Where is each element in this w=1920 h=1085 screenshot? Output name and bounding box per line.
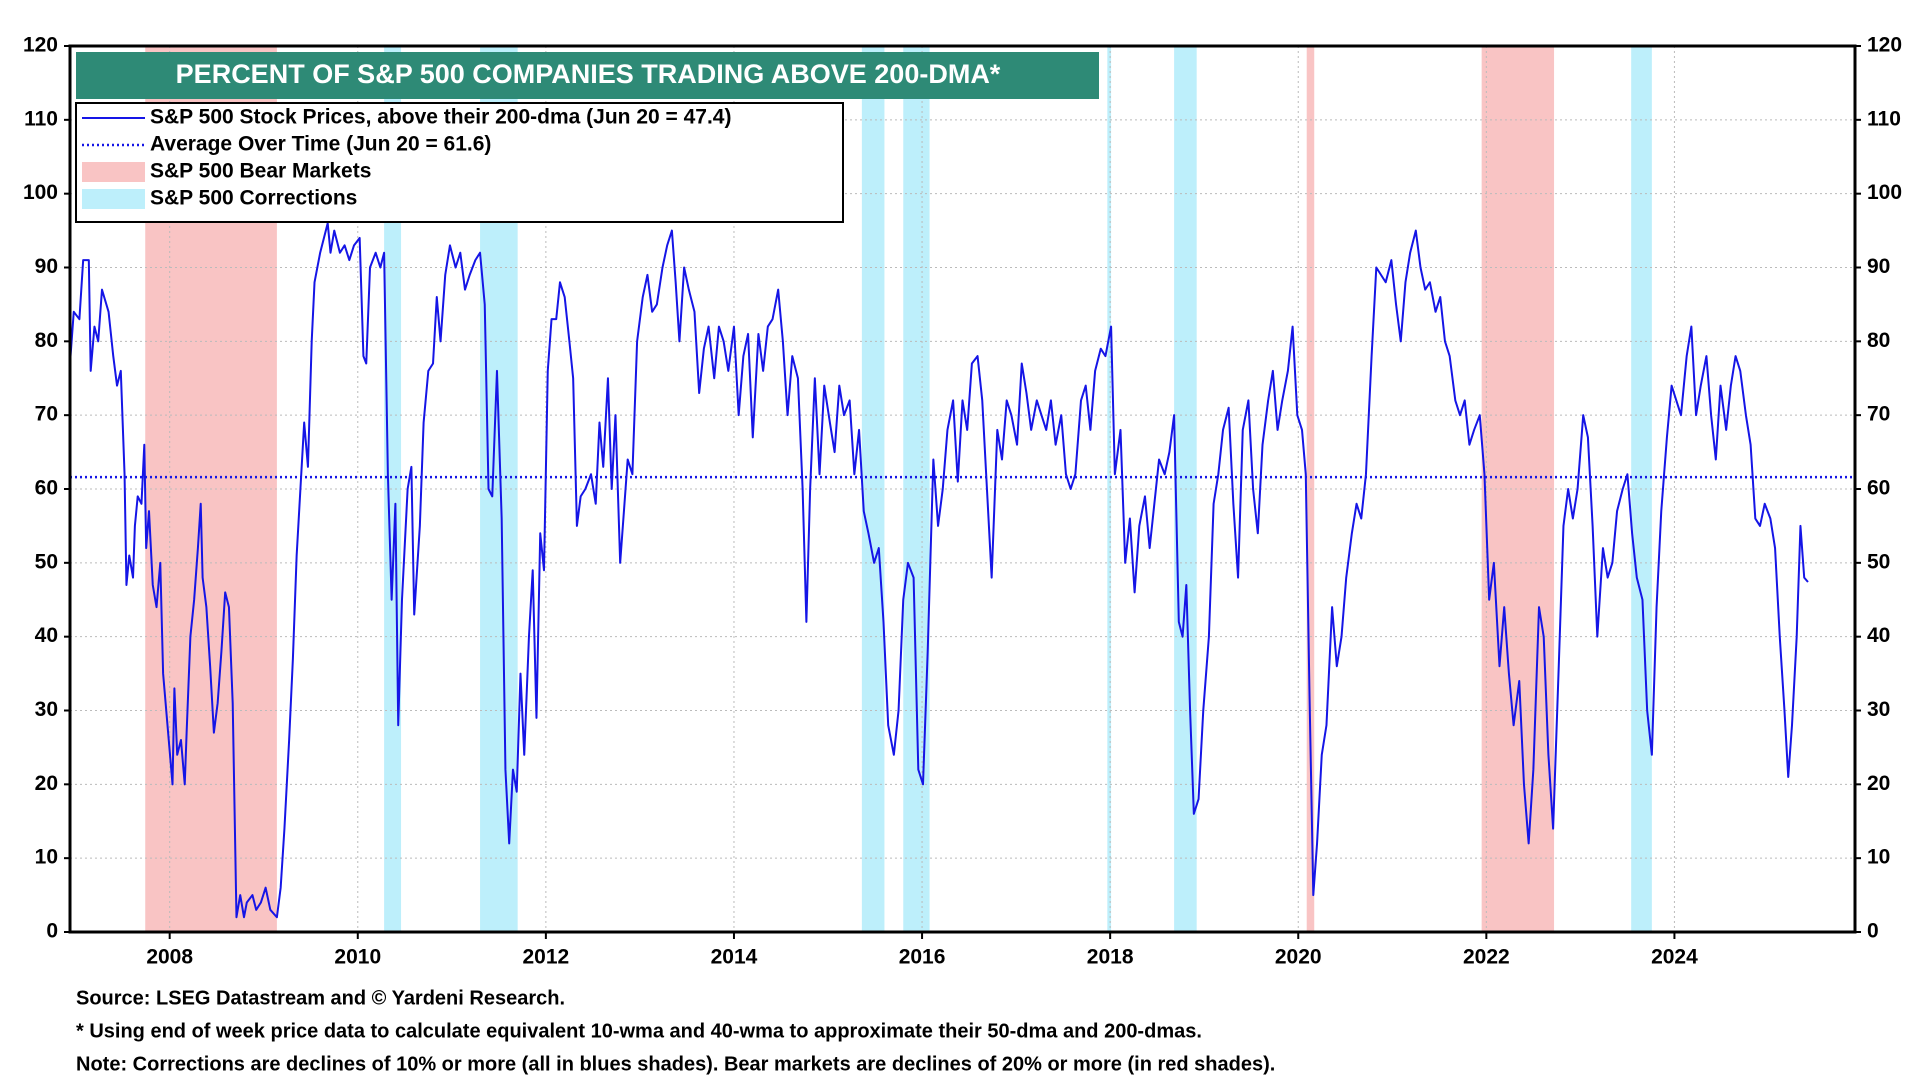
footnote: Source: LSEG Datastream and © Yardeni Re… bbox=[76, 987, 565, 1009]
legend-swatch bbox=[82, 189, 145, 209]
y2-tick-label: 110 bbox=[1867, 107, 1901, 130]
decorations: PERCENT OF S&P 500 COMPANIES TRADING ABO… bbox=[75, 52, 1099, 223]
x-tick-label: 2024 bbox=[1651, 946, 1698, 969]
y-tick-label: 10 bbox=[35, 846, 58, 869]
y-tick-label: 20 bbox=[35, 772, 58, 795]
legend-label: S&P 500 Bear Markets bbox=[150, 160, 371, 183]
y2-tick-label: 60 bbox=[1867, 477, 1890, 500]
y2-tick-label: 120 bbox=[1867, 34, 1902, 57]
y2-tick-label: 40 bbox=[1867, 624, 1890, 647]
legend-swatch bbox=[82, 162, 145, 182]
data-line bbox=[69, 222, 1809, 919]
y2-tick-label: 10 bbox=[1867, 846, 1890, 869]
notes: Source: LSEG Datastream and © Yardeni Re… bbox=[76, 987, 1275, 1075]
axes: 0 10 20 30 40 50 60 70 80 90 100 110 120 0 10 20 30 40 50 6… bbox=[23, 34, 1902, 969]
y-tick-label: 100 bbox=[23, 181, 58, 204]
y-tick-label: 120 bbox=[23, 34, 58, 57]
legend-label: S&P 500 Stock Prices, above their 200-dm… bbox=[150, 106, 731, 129]
y-tick-label: 60 bbox=[35, 477, 58, 500]
plot-frame bbox=[68, 44, 1857, 934]
correction-band bbox=[1107, 46, 1112, 932]
footnote: Note: Corrections are declines of 10% or… bbox=[76, 1053, 1275, 1075]
legend: S&P 500 Stock Prices, above their 200-dm… bbox=[82, 106, 731, 210]
x-tick-label: 2014 bbox=[711, 946, 758, 969]
y-tick-label: 80 bbox=[35, 329, 58, 352]
footnote: * Using end of week price data to calcul… bbox=[76, 1020, 1202, 1042]
legend-label: Average Over Time (Jun 20 = 61.6) bbox=[150, 133, 491, 156]
y2-tick-label: 0 bbox=[1867, 920, 1879, 943]
y-tick-label: 50 bbox=[35, 550, 58, 573]
correction-band bbox=[861, 46, 885, 932]
y-tick-label: 90 bbox=[35, 255, 58, 278]
x-tick-label: 2020 bbox=[1275, 946, 1322, 969]
y2-tick-label: 70 bbox=[1867, 403, 1890, 426]
y-tick-label: 30 bbox=[35, 698, 58, 721]
bear-band bbox=[1481, 46, 1555, 932]
y-tick-label: 0 bbox=[46, 920, 58, 943]
y-tick-label: 70 bbox=[35, 403, 58, 426]
chart-title: PERCENT OF S&P 500 COMPANIES TRADING ABO… bbox=[176, 59, 1001, 89]
x-tick-label: 2012 bbox=[523, 946, 570, 969]
y2-tick-label: 100 bbox=[1867, 181, 1902, 204]
y-tick-label: 110 bbox=[24, 107, 58, 130]
title-box bbox=[76, 52, 1099, 99]
y2-tick-label: 80 bbox=[1867, 329, 1890, 352]
x-tick-label: 2010 bbox=[334, 946, 381, 969]
legend-box bbox=[75, 102, 844, 223]
x-tick-label: 2018 bbox=[1087, 946, 1134, 969]
legend-label: S&P 500 Corrections bbox=[150, 187, 357, 210]
y-tick-label: 40 bbox=[35, 624, 58, 647]
y2-tick-label: 20 bbox=[1867, 772, 1890, 795]
x-tick-label: 2008 bbox=[146, 946, 193, 969]
y2-tick-label: 90 bbox=[1867, 255, 1890, 278]
lines bbox=[69, 222, 1855, 919]
y2-tick-label: 50 bbox=[1867, 550, 1890, 573]
y2-tick-label: 30 bbox=[1867, 698, 1890, 721]
x-tick-label: 2022 bbox=[1463, 946, 1510, 969]
x-tick-label: 2016 bbox=[899, 946, 946, 969]
